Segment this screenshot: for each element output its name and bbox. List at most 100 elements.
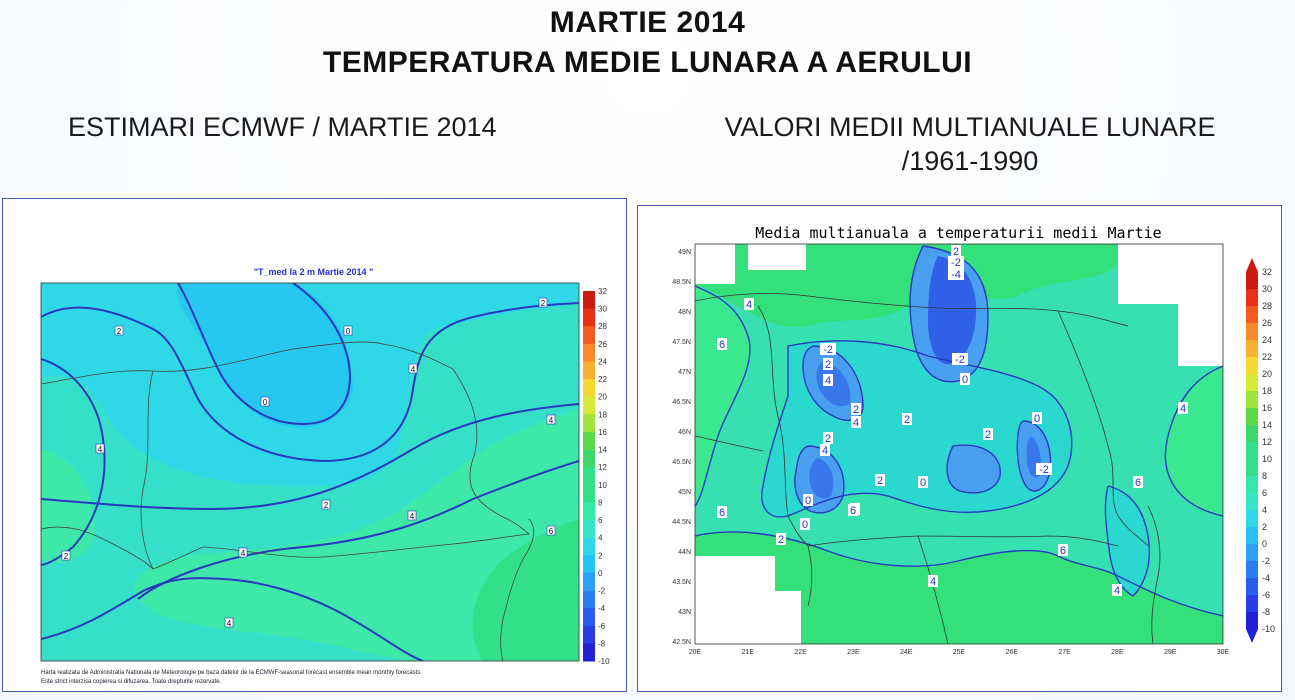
right-colorbar-bottom-arrow xyxy=(1246,629,1258,643)
left-contour-2-south xyxy=(41,403,579,511)
right-lat-tick: 44.5N xyxy=(672,519,691,526)
right-contour-label: 2 xyxy=(985,429,991,441)
right-contour-label-box xyxy=(1178,402,1188,414)
right-contour-label: 4 xyxy=(930,576,936,588)
left-colorbar-tick: 0 xyxy=(598,569,603,578)
right-colorbar-band xyxy=(1246,272,1258,290)
right-region-green-west xyxy=(695,286,751,506)
right-colorbar-band xyxy=(1246,510,1258,528)
left-colorbar-band xyxy=(583,484,595,503)
right-colorbar-band xyxy=(1246,527,1258,545)
right-lat-tick: 46.5N xyxy=(672,399,691,406)
right-contour-label: 4 xyxy=(1114,585,1120,597)
right-colorbar-tick: 8 xyxy=(1262,471,1267,481)
right-region-green-east xyxy=(1165,366,1223,516)
right-contour-label-box xyxy=(800,518,810,530)
left-region-green-west xyxy=(41,449,95,563)
right-contour-label-box xyxy=(717,338,727,350)
left-contour-label: 2 xyxy=(324,501,329,510)
left-colorbar-band xyxy=(583,396,595,415)
right-contour-label: 0 xyxy=(1034,413,1040,425)
left-contour-label-box xyxy=(538,297,548,308)
right-contour-label-box xyxy=(1032,412,1042,424)
right-contour-label-box xyxy=(820,343,836,355)
right-contour-label-box xyxy=(960,373,970,385)
right-colorbar-tick: 10 xyxy=(1262,454,1272,464)
right-lat-tick: 43N xyxy=(678,609,691,616)
left-colorbar-band xyxy=(583,414,595,433)
left-contour-label-box xyxy=(224,617,234,628)
right-contour-label: 0 xyxy=(920,477,926,489)
right-colorbar-tick: -8 xyxy=(1262,607,1270,617)
right-contour-label-box xyxy=(776,533,786,545)
right-lat-tick: 47.5N xyxy=(672,339,691,346)
right-colorbar-band xyxy=(1246,493,1258,511)
left-footnote-line1: Harta realizata de Administratia Nationa… xyxy=(41,670,422,676)
right-colorbar-tick: 18 xyxy=(1262,386,1272,396)
right-contour-label: 0 xyxy=(962,374,968,386)
right-mask-north xyxy=(748,244,806,270)
right-region-west-cold-core xyxy=(816,361,851,407)
left-contour-label: 4 xyxy=(410,512,415,521)
left-colorbar-tick: 18 xyxy=(598,410,607,419)
right-colorbar-tick: 26 xyxy=(1262,318,1272,328)
left-border-line-2 xyxy=(140,370,204,570)
left-colorbar-tick: -6 xyxy=(598,622,606,631)
left-colorbar-tick: 30 xyxy=(598,305,607,314)
right-border-south xyxy=(807,535,1119,547)
left-contour-label-box xyxy=(114,325,124,336)
left-colorbar-band xyxy=(583,608,595,627)
left-colorbar-tick: 20 xyxy=(598,393,607,402)
left-contour-4-south xyxy=(41,577,424,661)
left-border-line-1 xyxy=(41,341,454,385)
right-colorbar-band xyxy=(1246,340,1258,358)
left-colorbar-band xyxy=(583,555,595,574)
right-border-coast xyxy=(1147,505,1161,644)
right-contour-coast xyxy=(1104,485,1150,597)
left-contour-label-box xyxy=(407,510,417,521)
right-colorbar-tick: 28 xyxy=(1262,301,1272,311)
right-lon-tick: 20E xyxy=(689,649,702,656)
right-contour-cyan-main xyxy=(761,340,1073,518)
right-colorbar-band xyxy=(1246,289,1258,307)
right-border-west xyxy=(757,305,809,547)
right-contour-label-box xyxy=(820,444,830,456)
right-mask-northwest xyxy=(695,244,735,284)
right-contour-label-box xyxy=(1058,544,1068,556)
left-colorbar-band xyxy=(583,520,595,539)
right-lon-tick: 26E xyxy=(1006,649,1019,656)
right-border-north xyxy=(695,293,1129,327)
right-contour-label-box xyxy=(951,245,961,257)
left-contour-label: 4 xyxy=(241,549,246,558)
left-region-green-southeast xyxy=(472,519,579,661)
left-colorbar-band xyxy=(583,379,595,398)
left-colorbar-band xyxy=(583,625,595,644)
right-colorbar-tick: 30 xyxy=(1262,284,1272,294)
left-contour-label: 2 xyxy=(541,299,546,308)
right-lat-tick: 43.5N xyxy=(672,579,691,586)
right-colorbar-tick: 6 xyxy=(1262,488,1267,498)
right-contour-west-edge xyxy=(695,285,751,507)
right-colorbar-tick: 20 xyxy=(1262,369,1272,379)
right-lon-tick: 27E xyxy=(1058,649,1071,656)
right-colorbar-tick: 22 xyxy=(1262,352,1272,362)
right-contour-label-box xyxy=(983,428,993,440)
right-mask-southwest xyxy=(695,556,775,644)
right-mask-east xyxy=(1178,286,1223,366)
left-colorbar-band xyxy=(583,361,595,380)
left-contour-label-box xyxy=(546,414,556,425)
page-title-line1: MARTIE 2014 xyxy=(549,6,746,39)
right-contour-label: 4 xyxy=(1180,403,1186,415)
right-contour-label: 2 xyxy=(825,433,831,445)
right-contour-label-box xyxy=(803,494,813,506)
right-contour-label-box xyxy=(823,358,833,370)
left-contour-4-west xyxy=(41,358,106,566)
right-lon-tick: 30E xyxy=(1217,649,1230,656)
left-contour-label: 4 xyxy=(227,619,232,628)
right-map-frame xyxy=(694,243,1224,645)
right-lon-tick: 24E xyxy=(900,649,913,656)
right-contour-label: -2 xyxy=(823,344,833,356)
right-colorbar-band xyxy=(1246,442,1258,460)
right-contour-east-edge xyxy=(1164,365,1223,517)
